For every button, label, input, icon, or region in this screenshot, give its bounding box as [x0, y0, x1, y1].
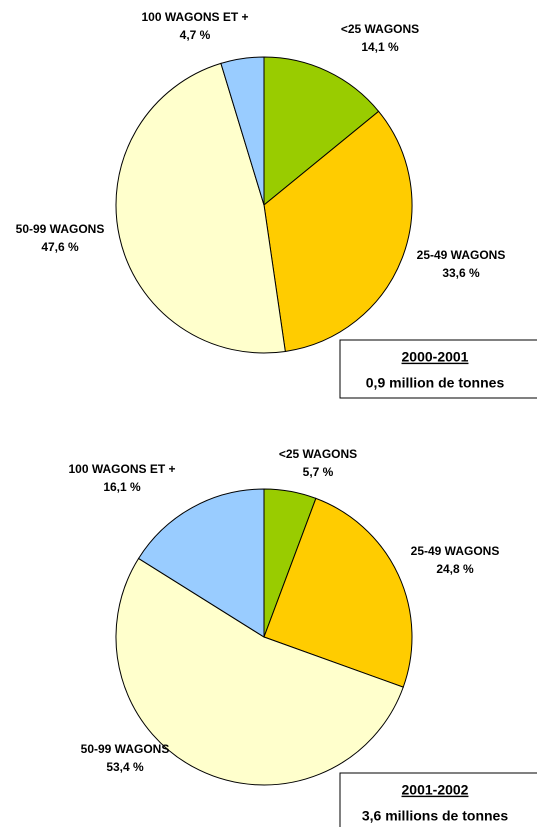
chart-subtitle: 0,9 million de tonnes [366, 375, 505, 391]
pie-slice [263, 110, 413, 353]
slice-category: 25-49 WAGONS [417, 248, 506, 262]
slice-category: <25 WAGONS [279, 447, 357, 461]
pie-slice [115, 62, 286, 354]
title-box [339, 339, 537, 399]
slice-category: 25-49 WAGONS [411, 544, 500, 558]
slice-category: 50-99 WAGONS [81, 742, 170, 756]
pie-slice [220, 56, 265, 206]
slice-category: 50-99 WAGONS [16, 222, 105, 236]
slice-value-label: 47,6 % [41, 240, 79, 254]
pie-slice [263, 497, 413, 688]
pie-slice [263, 56, 380, 207]
slice-value-label: 53,4 % [106, 760, 144, 774]
slice-value-label: 24,8 % [436, 562, 474, 576]
slice-value-label: 16,1 % [103, 480, 141, 494]
slice-value-label: 33,6 % [442, 266, 480, 280]
chart-title: 2000-2001 [402, 349, 469, 365]
slice-value-label: 4,7 % [180, 28, 211, 42]
chart-subtitle: 3,6 millions de tonnes [362, 808, 508, 824]
slice-value-label: 5,7 % [303, 465, 334, 479]
pie-slice [137, 488, 265, 638]
slice-category: 100 WAGONS ET + [68, 462, 175, 476]
title-box [339, 772, 537, 827]
slice-category: 100 WAGONS ET + [141, 10, 248, 24]
chart-title: 2001-2002 [402, 782, 469, 798]
slice-category: <25 WAGONS [341, 22, 419, 36]
slice-value-label: 14,1 % [361, 40, 399, 54]
pie-slice [115, 557, 404, 786]
